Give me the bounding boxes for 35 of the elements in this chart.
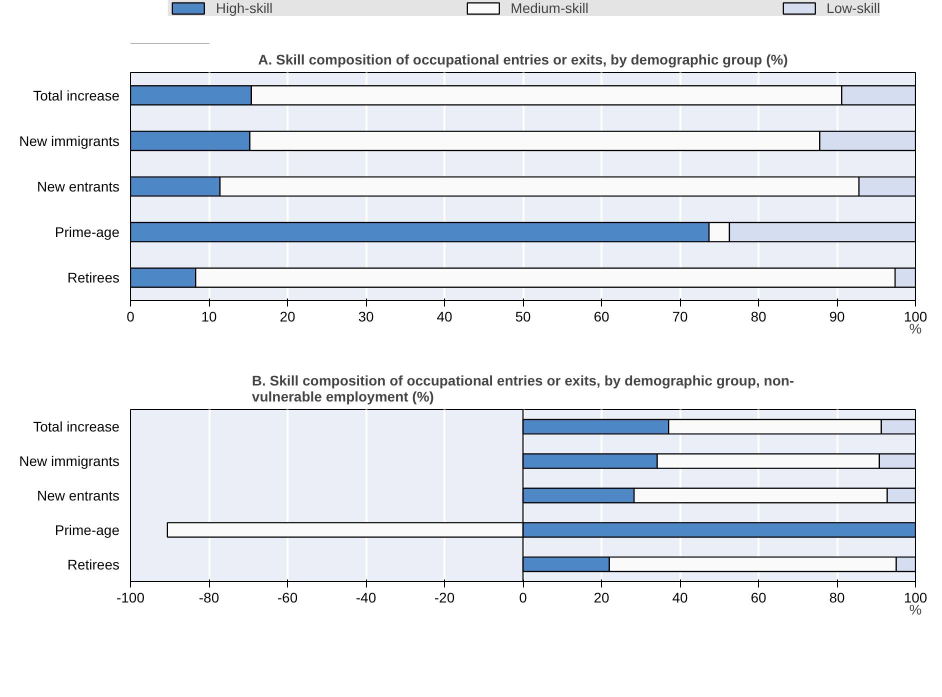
chart-title: B. Skill composition of occupational entries or exits, by demographic group, non- vulnerable employment (%) xyxy=(252,372,794,404)
x-tick-label: -100 xyxy=(116,590,145,606)
x-tick-label: 0 xyxy=(126,308,135,324)
legend-label: Low-skill xyxy=(826,0,880,16)
y-tick-label: Retirees xyxy=(67,270,120,286)
x-tick-label: 0 xyxy=(519,590,528,606)
y-tick-label: New immigrants xyxy=(19,132,120,149)
x-tick-label: -60 xyxy=(277,590,298,606)
x-tick-label: 20 xyxy=(594,590,610,606)
y-tick-label: Prime-age xyxy=(54,224,120,240)
x-tick-label: -80 xyxy=(198,590,220,606)
x-tick-label: -40 xyxy=(356,590,376,606)
x-tick-label: 30 xyxy=(358,308,374,324)
y-tick-label: New entrants xyxy=(37,178,120,194)
y-tick-label: New immigrants xyxy=(19,453,120,470)
legend-label: Medium-skill xyxy=(510,0,588,16)
x-tick-label: 80 xyxy=(750,308,766,324)
x-tick-label: 10 xyxy=(201,308,217,324)
y-tick-label: Prime-age xyxy=(54,522,120,538)
x-tick-label: 60 xyxy=(594,308,610,324)
x-tick-label: 40 xyxy=(672,590,688,606)
y-tick-label: New entrants xyxy=(37,488,120,504)
y-tick-label: Total increase xyxy=(33,87,120,104)
y-tick-label: Total increase xyxy=(33,418,120,435)
x-tick-label: 70 xyxy=(672,308,688,324)
chart-title: A. Skill composition of occupational entries or exits, by demographic group (%) xyxy=(258,52,788,68)
x-tick-label: 90 xyxy=(829,308,845,324)
x-tick-label: 40 xyxy=(436,308,452,324)
x-tick-label: 60 xyxy=(750,590,766,606)
x-tick-label: 50 xyxy=(515,308,531,324)
legend-label: High-skill xyxy=(216,0,273,16)
y-tick-label: Retirees xyxy=(67,556,120,572)
x-tick-label: -20 xyxy=(434,590,455,606)
x-tick-label: 80 xyxy=(829,590,845,606)
x-tick-label: 20 xyxy=(280,308,296,324)
